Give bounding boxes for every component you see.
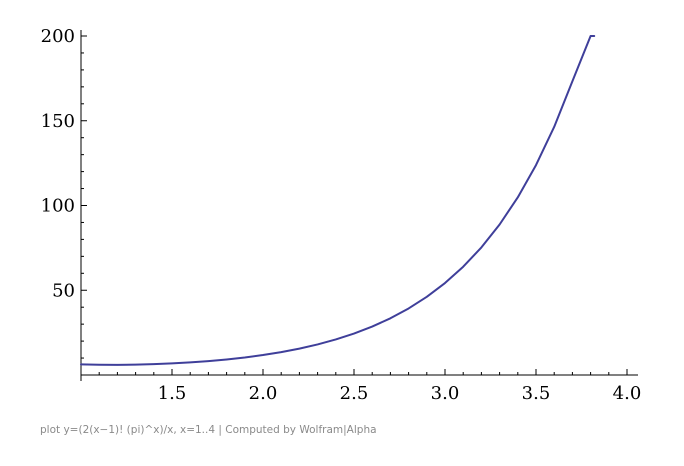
x-tick-label: 2.0: [249, 383, 278, 404]
x-tick-label: 4.0: [613, 383, 642, 404]
x-tick-label: 1.5: [158, 383, 187, 404]
x-tick-label: 3.5: [522, 383, 551, 404]
y-tick-label: 150: [41, 111, 75, 132]
footer-caption: plot y=(2(x−1)! (pi)^x)/x, x=1..4 | Comp…: [40, 424, 377, 436]
tick-marks: [81, 35, 628, 375]
tick-labels: 1.5 2.0 2.5 3.0 3.5 4.0 50 100 150 200: [41, 26, 642, 404]
y-tick-label: 200: [41, 26, 75, 47]
y-tick-label: 50: [52, 280, 75, 301]
axes: [80, 30, 638, 381]
x-tick-label: 2.5: [340, 383, 369, 404]
x-tick-label: 3.0: [431, 383, 460, 404]
y-tick-label: 100: [41, 196, 75, 217]
series-line: [80, 35, 596, 366]
